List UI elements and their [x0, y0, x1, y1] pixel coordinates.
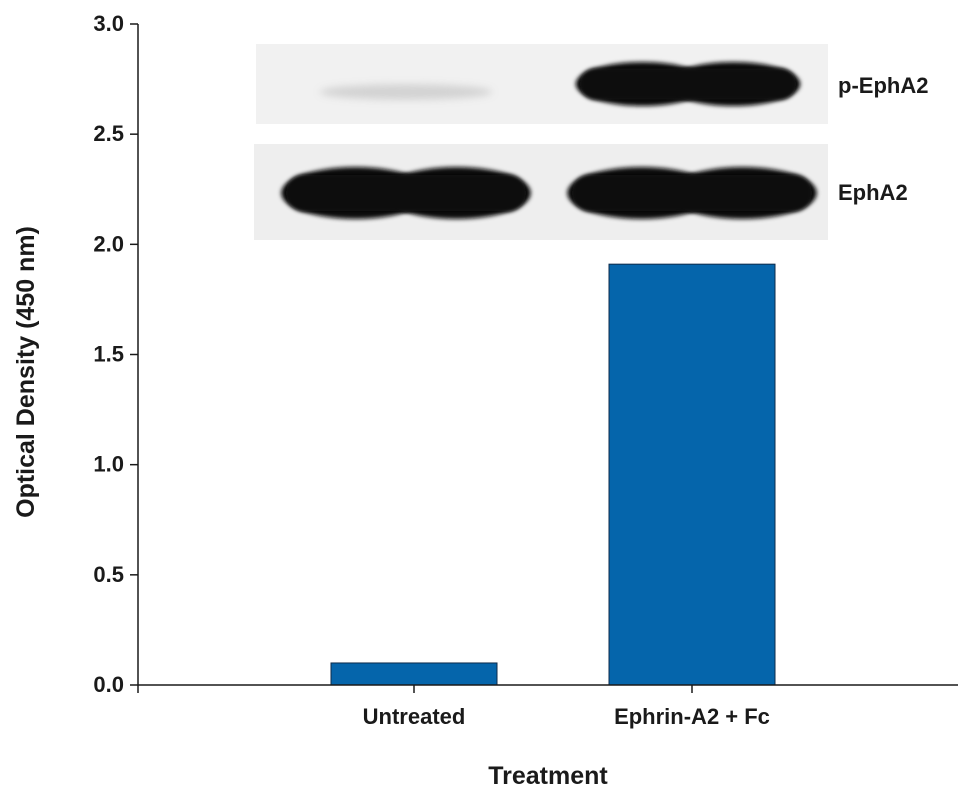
bar — [330, 662, 498, 686]
y-tick-label: 2.5 — [93, 121, 124, 146]
blot-band — [580, 68, 796, 100]
blot-label-epha2: EphA2 — [838, 180, 908, 205]
blot-inset: p-EphA2 EphA2 — [254, 44, 928, 240]
y-tick-label: 0.0 — [93, 672, 124, 697]
y-ticks: 0.0 0.5 1.0 1.5 2.0 2.5 3.0 — [93, 11, 138, 697]
x-tick-label: Ephrin-A2 + Fc — [614, 704, 770, 729]
y-tick-label: 2.0 — [93, 231, 124, 256]
blot-row-epha2: EphA2 — [254, 144, 908, 240]
x-tick-label: Untreated — [363, 704, 466, 729]
y-tick-label: 0.5 — [93, 562, 124, 587]
blot-row-p-epha2: p-EphA2 — [256, 44, 928, 124]
blot-band-faint — [319, 84, 493, 100]
y-tick-label: 1.5 — [93, 342, 124, 367]
x-ticks: Untreated Ephrin-A2 + Fc — [137, 685, 770, 729]
bar — [608, 263, 776, 686]
y-axis-title: Optical Density (450 nm) — [12, 226, 40, 518]
y-tick-label: 1.0 — [93, 452, 124, 477]
y-tick-label: 3.0 — [93, 11, 124, 36]
blot-band — [286, 174, 526, 212]
blot-band — [572, 174, 812, 212]
blot-bands-epha2 — [281, 167, 817, 219]
bars — [330, 263, 776, 686]
blot-label-p-epha2: p-EphA2 — [838, 73, 928, 98]
blot-bands-p-epha2 — [319, 62, 801, 106]
x-axis-title: Treatment — [488, 762, 608, 790]
